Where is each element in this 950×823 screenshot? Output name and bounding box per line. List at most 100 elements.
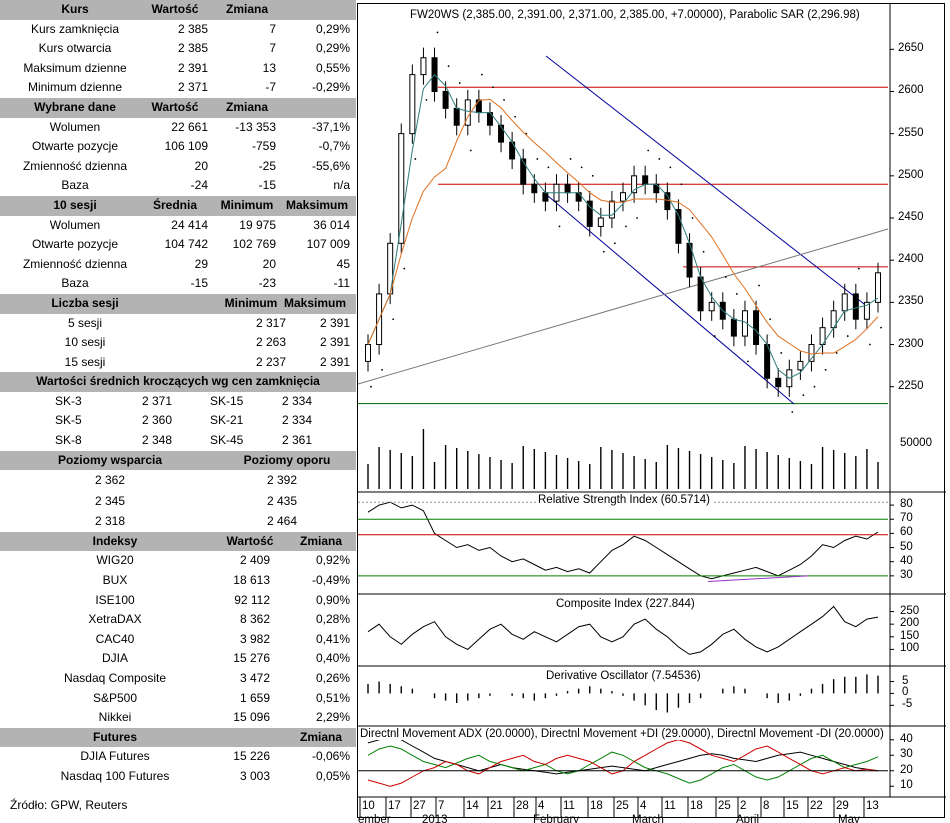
x-day-label: 10 [362, 800, 375, 812]
sesji10-header: 10 sesji Średnia Minimum Maksimum [0, 195, 356, 216]
indeksy-cell: 0,90% [315, 592, 350, 607]
kurs-cell: 7 [269, 21, 276, 36]
volume-tick-label: 50000 [900, 437, 932, 449]
panel-tick-label: 150 [900, 629, 920, 642]
kurs-row: Minimum dzienne 2 371 -7 -0,29% [0, 78, 356, 98]
long-moving-average [367, 98, 879, 355]
futures-cell: Nasdaq 100 Futures [60, 768, 170, 783]
poziomy-row: 2 345 2 435 [0, 491, 356, 512]
kurs-cell: 0,29% [315, 41, 350, 56]
candle-body [564, 183, 571, 194]
kurs-header: Kurs Wartość Zmiana [0, 0, 356, 20]
x-day-label: 29 [836, 800, 849, 812]
channel-upper-line [545, 55, 869, 308]
poziomy-row: 2 318 2 464 [0, 511, 356, 532]
liczba-cell: 10 sesji [64, 335, 106, 350]
candle-body [708, 301, 715, 312]
candle-body [620, 192, 626, 202]
kurs-row: Kurs zamknięcia 2 385 7 0,29% [0, 20, 356, 40]
sesji10-cell: Wolumen [49, 217, 101, 232]
sar-dot [381, 368, 383, 371]
x-month-label: May [838, 814, 860, 823]
source-note: Źródło: GPW, Reuters [10, 798, 128, 812]
wybrane-row: Zmienność dzienna 20 -25 -55,6% [0, 157, 356, 177]
indeksy-cell: S&P500 [92, 690, 138, 705]
deriv-title: Derivative Oscillator (7.54536) [544, 670, 703, 682]
wybrane-cell: -13 353 [235, 119, 276, 134]
kurs-cell: 2 385 [177, 41, 208, 56]
indeksy-cell: 92 112 [234, 592, 270, 607]
candle-body [852, 293, 859, 320]
candle-body [664, 192, 671, 211]
sar-dot [614, 242, 616, 245]
sar-dot [469, 149, 472, 152]
candle-body [398, 133, 405, 244]
x-month-label: April [736, 814, 760, 823]
sesji10-cell: -15 [190, 276, 208, 291]
srednie-cell: 2 361 [281, 433, 312, 448]
srednie-cell: SK-15 [210, 393, 244, 408]
futures-cell: -0,06% [311, 749, 350, 764]
support-level: 2 345 [94, 493, 126, 508]
kurs-cell: 0,55% [315, 60, 350, 75]
liczba-cell: 2 391 [319, 315, 350, 330]
kurs-cell: 2 371 [177, 80, 208, 95]
sesji10-header-col-1: Średnia [152, 197, 197, 212]
wybrane-cell: 106 109 [164, 139, 208, 154]
panel-tick-label: 50 [900, 540, 913, 553]
rsi-divergence-line [707, 575, 809, 583]
x-day-label: 17 [388, 800, 401, 812]
indeksy-cell: 0,28% [315, 612, 350, 627]
wybrane-cell: -37,1% [311, 119, 350, 134]
sesji10-cell: 24 414 [171, 217, 208, 232]
indeksy-header-col-0: Indeksy [92, 533, 138, 548]
price-tick-label: 2650 [898, 42, 924, 55]
liczba-header-col-3: Maksimum [283, 295, 347, 310]
sar-dot [536, 158, 539, 160]
technical-chart: FW20WS (2,385.00, 2,391.00, 2,371.00, 2,… [357, 3, 946, 823]
sar-dot [791, 411, 794, 413]
liczba-header-col-2: Minimum [224, 295, 278, 310]
kurs-cell: 0,29% [315, 21, 350, 36]
liczba-cell: 15 sesji [64, 354, 106, 369]
sar-dot [702, 250, 705, 253]
resistance-level: 2 435 [266, 493, 298, 508]
deriv-tick-label: 0 [902, 686, 909, 699]
ci-title: Composite Index (227.844) [554, 598, 697, 610]
price-chart-title: FW20WS (2,385.00, 2,391.00, 2,371.00, 2,… [408, 9, 862, 21]
indeksy-cell: CAC40 [95, 631, 135, 646]
panel-tick-label: 20 [900, 763, 913, 776]
sesji10-cell: 102 769 [232, 237, 276, 252]
sar-dot [547, 166, 550, 169]
x-day-label: 13 [866, 800, 879, 812]
kurs-cell: Maksimum dzienne [23, 60, 127, 75]
sar-dot [569, 158, 572, 160]
futures-cell: 15 226 [233, 749, 270, 764]
sar-dot [503, 99, 505, 101]
liczba-cell: 2 237 [255, 354, 286, 369]
x-month-label: ember [358, 814, 391, 823]
kurs-header-col-2: Zmiana [225, 2, 268, 16]
price-tick-label: 2400 [898, 253, 924, 266]
sesji10-cell: Baza [61, 276, 89, 291]
kurs-cell: -7 [265, 80, 276, 95]
sesji10-cell: 104 742 [164, 237, 208, 252]
channel-lower-line [547, 195, 795, 405]
panel-tick-label: 40 [900, 554, 913, 567]
wybrane-cell: -0,7% [318, 139, 350, 154]
indeksy-cell: 2,29% [315, 710, 350, 725]
wybrane-cell: 22 661 [171, 119, 208, 134]
indeksy-header-col-2: Zmiana [299, 533, 342, 548]
sesji10-cell: 19 975 [239, 217, 276, 232]
x-day-label: 11 [664, 800, 676, 812]
wybrane-cell: n/a [333, 178, 350, 193]
indeksy-cell: 0,26% [315, 670, 350, 685]
short-moving-average [367, 73, 879, 379]
panel-tick-label: 250 [900, 604, 920, 617]
panel-tick-label: 10 [900, 779, 913, 792]
x-month-label: February [533, 814, 580, 823]
srednie-header-label: Wartości średnich kroczących wg cen zamk… [36, 374, 320, 389]
panel-tick-label: 30 [900, 568, 913, 581]
sesji10-cell: 45 [336, 256, 350, 271]
sar-dot [813, 385, 816, 388]
